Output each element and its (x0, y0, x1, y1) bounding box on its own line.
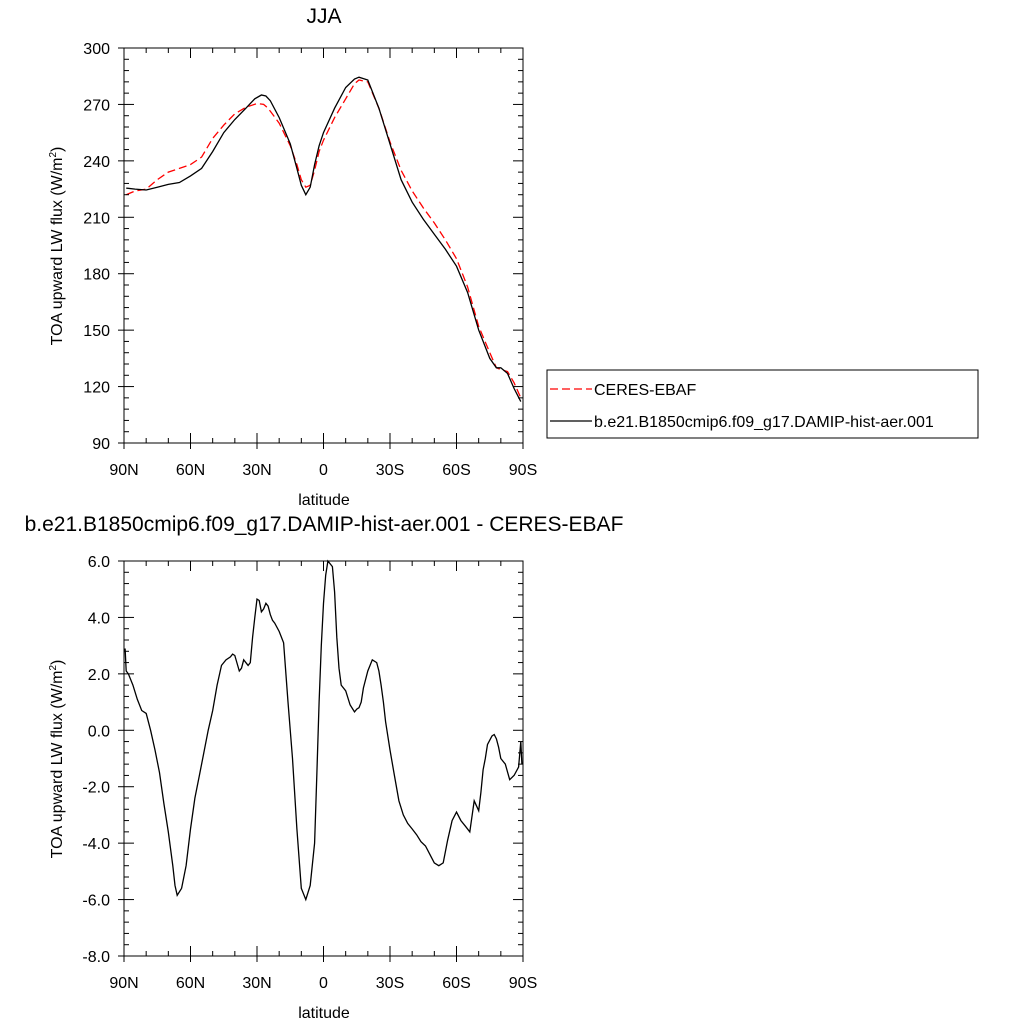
x-tick-label: 0 (319, 462, 328, 479)
x-tick-label: 30S (376, 462, 404, 479)
y-tick-label: 150 (83, 323, 110, 340)
x-tick-label: 30S (376, 975, 404, 992)
y-axis-label: TOA upward LW flux (W/m2) (48, 147, 66, 346)
x-tick-label: 90S (509, 462, 537, 479)
y-tick-label: 300 (83, 41, 110, 58)
difference-chart-title: b.e21.B1850cmip6.f09_g17.DAMIP-hist-aer.… (25, 513, 624, 536)
y-tick-label: -4.0 (82, 836, 110, 853)
x-axis-label: latitude (298, 1005, 350, 1022)
series-line-1 (126, 76, 522, 402)
x-tick-label: 90N (109, 975, 138, 992)
y-tick-label: 120 (83, 380, 110, 397)
series-line-0 (124, 559, 523, 902)
x-tick-label: 30N (242, 462, 271, 479)
x-tick-label: 60N (176, 975, 205, 992)
bottom-chart-panel: b.e21.B1850cmip6.f09_g17.DAMIP-hist-aer.… (25, 513, 624, 1022)
y-tick-label: 4.0 (88, 610, 110, 627)
plot-frame (123, 47, 524, 444)
legend-label-ceres-ebaf: CERES-EBAF (594, 382, 696, 399)
chart-title: JJA (306, 5, 341, 28)
plot-area: 90 120 150 180 210 240 270 300 90N 60N 30N 0 30S 60S 9… (83, 41, 537, 479)
y-tick-label: 240 (83, 154, 110, 171)
plot-area: -8.0 -6.0 -4.0 -2.0 0.0 2.0 4.0 6.0 90N 60N 30N 0 30… (82, 554, 537, 992)
legend: CERES-EBAF b.e21.B1850cmip6.f09_g17.DAMI… (546, 369, 979, 439)
y-tick-label: -2.0 (82, 780, 110, 797)
x-tick-label: 90N (109, 462, 138, 479)
y-tick-label: 180 (83, 267, 110, 284)
x-tick-label: 90S (509, 975, 537, 992)
x-axis-label: latitude (298, 492, 350, 509)
x-tick-label: 60S (442, 975, 470, 992)
x-tick-label: 30N (242, 975, 271, 992)
x-tick-label: 0 (319, 975, 328, 992)
y-tick-label: 270 (83, 97, 110, 114)
y-tick-label: 0.0 (88, 723, 110, 740)
legend-label-model: b.e21.B1850cmip6.f09_g17.DAMIP-hist-aer.… (594, 414, 934, 431)
y-tick-label: -6.0 (82, 893, 110, 910)
x-tick-label: 60N (176, 462, 205, 479)
y-tick-label: -8.0 (82, 949, 110, 966)
top-chart-panel: JJA 90 120 150 180 210 240 270 300 90N 60N 30N 0 30S… (48, 5, 537, 509)
y-tick-label: 210 (83, 210, 110, 227)
y-axis-label: TOA upward LW flux (W/m2) (48, 660, 66, 859)
y-tick-label: 2.0 (88, 667, 110, 684)
legend-box (546, 369, 979, 439)
x-tick-label: 60S (442, 462, 470, 479)
y-tick-label: 6.0 (88, 554, 110, 571)
plot-frame (123, 560, 524, 957)
y-tick-label: 90 (92, 436, 110, 453)
series-line-0 (125, 79, 522, 399)
